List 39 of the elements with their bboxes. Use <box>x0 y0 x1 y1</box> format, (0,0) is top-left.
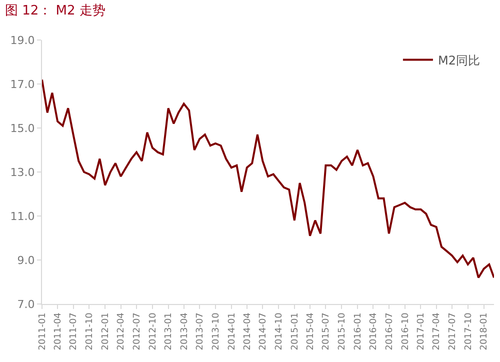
y-tick-label: 15.0 <box>10 122 35 135</box>
x-tick-label: 2016-10 <box>400 312 411 350</box>
x-tick-label: 2013-10 <box>211 312 222 350</box>
legend-label: M2同比 <box>438 53 480 68</box>
x-tick-label: 2016-04 <box>369 312 380 350</box>
y-tick-label: 13.0 <box>10 166 35 179</box>
x-tick-label: 2014-07 <box>258 312 269 350</box>
x-tick-label: 2011-07 <box>69 312 80 350</box>
x-tick-label: 2014-01 <box>227 312 238 350</box>
x-tick-label: 2016-07 <box>384 312 395 350</box>
x-tick-label: 2012-01 <box>100 312 111 350</box>
x-tick-label: 2015-07 <box>322 312 332 350</box>
x-tick-label: 2016-01 <box>353 312 364 350</box>
y-tick-label: 7.0 <box>17 298 35 311</box>
y-tick-label: 17.0 <box>10 78 35 91</box>
y-tick-label: 19.0 <box>10 34 35 47</box>
x-tick-label: 2017-07 <box>448 312 458 350</box>
x-tick-label: 2015-10 <box>338 312 348 350</box>
x-tick-label: 2012-04 <box>116 312 127 350</box>
y-tick-label: 11.0 <box>10 210 35 223</box>
x-tick-label: 2017-01 <box>416 312 427 350</box>
x-tick-label: 2013-01 <box>164 312 174 350</box>
x-tick-label: 2012-07 <box>132 312 142 350</box>
x-tick-label: 2013-07 <box>196 312 206 350</box>
y-tick-label: 9.0 <box>17 254 35 267</box>
x-tick-label: 2017-10 <box>464 312 474 350</box>
x-tick-label: 2012-10 <box>148 312 158 350</box>
x-tick-label: 2011-04 <box>53 312 64 350</box>
x-tick-label: 2014-10 <box>274 312 284 350</box>
line-series <box>42 78 494 279</box>
x-tick-label: 2014-04 <box>242 312 253 350</box>
x-tick-label: 2011-01 <box>38 312 48 350</box>
chart-title: 图 12： M2 走势 <box>5 4 106 19</box>
x-tick-label: 2017-04 <box>432 312 442 350</box>
x-tick-label: 2015-01 <box>290 312 300 350</box>
x-tick-label: 2015-04 <box>306 312 316 350</box>
x-tick-label: 2018-01 <box>480 312 490 350</box>
x-tick-label: 2011-10 <box>85 312 96 350</box>
x-tick-label: 2013-04 <box>180 312 190 350</box>
